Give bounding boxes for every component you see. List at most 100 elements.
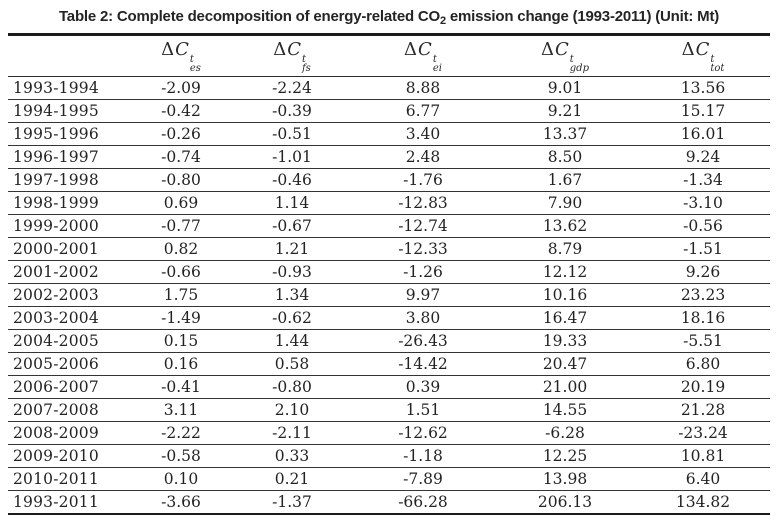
- period-cell: 2001-2002: [8, 260, 130, 284]
- caption-text-prefix: Table 2: Complete decomposition of energ…: [58, 8, 441, 25]
- table-row: 2010-2011 0.10 0.21 -7.89 13.98 6.40: [8, 467, 770, 491]
- period-cell: 2010-2011: [8, 467, 130, 491]
- value-cell: 13.98: [494, 467, 636, 491]
- table-row: 2000-2001 0.82 1.21 -12.33 8.79 -1.51: [8, 237, 770, 261]
- value-cell: 0.82: [130, 237, 232, 261]
- value-cell: 0.39: [352, 375, 494, 399]
- value-cell: 1.34: [232, 283, 352, 307]
- table-row: 2007-2008 3.11 2.10 1.51 14.55 21.28: [8, 398, 770, 422]
- value-cell: 9.24: [636, 145, 770, 169]
- value-cell: -3.66: [130, 490, 232, 514]
- value-cell: 13.62: [494, 214, 636, 238]
- value-cell: 1.44: [232, 329, 352, 353]
- period-cell: 1994-1995: [8, 99, 130, 123]
- value-cell: 10.81: [636, 444, 770, 468]
- value-cell: 6.80: [636, 352, 770, 376]
- table-row: 2004-2005 0.15 1.44 -26.43 19.33 -5.51: [8, 329, 770, 353]
- value-cell: -0.51: [232, 122, 352, 146]
- period-cell: 2008-2009: [8, 421, 130, 445]
- column-header-ei: ΔC t ei: [352, 34, 494, 77]
- value-cell: 0.15: [130, 329, 232, 353]
- value-cell: 12.12: [494, 260, 636, 284]
- value-cell: -66.28: [352, 490, 494, 514]
- table-row: 2002-2003 1.75 1.34 9.97 10.16 23.23: [8, 283, 770, 307]
- table-row: 2001-2002 -0.66 -0.93 -1.26 12.12 9.26: [8, 260, 770, 284]
- value-cell: -1.37: [232, 490, 352, 514]
- table-row: 2006-2007 -0.41 -0.80 0.39 21.00 20.19: [8, 375, 770, 399]
- value-cell: -0.56: [636, 214, 770, 238]
- value-cell: -2.24: [272, 79, 312, 97]
- value-cell: -2.11: [232, 421, 352, 445]
- value-cell: -0.93: [232, 260, 352, 284]
- period-cell: 2007-2008: [8, 398, 130, 422]
- value-cell: 1.67: [494, 168, 636, 192]
- value-cell: 0.69: [130, 191, 232, 215]
- value-cell: 3.40: [352, 122, 494, 146]
- table-row: 2008-2009 -2.22 -2.11 -12.62 -6.28 -23.24: [8, 421, 770, 445]
- period-cell: 2004-2005: [8, 329, 130, 353]
- period-cell: 1993-1994: [13, 79, 99, 97]
- value-cell: -0.80: [232, 375, 352, 399]
- value-cell: -2.22: [130, 421, 232, 445]
- math-symbol: ΔC t es: [161, 39, 201, 74]
- value-cell: 9.01: [547, 79, 583, 97]
- total-row: 1993-2011 -3.66 -1.37 -66.28 206.13 134.82: [8, 490, 770, 514]
- value-cell: -0.67: [232, 214, 352, 238]
- table-row: 1994-1995 -0.42 -0.39 6.77 9.21 15.17: [8, 99, 770, 123]
- decomposition-table: ΔC t es ΔC t fs ΔC t ei ΔC t gdp ΔC t tot 1993-1994 -2.…: [8, 33, 770, 515]
- value-cell: -3.10: [636, 191, 770, 215]
- period-cell: 2006-2007: [8, 375, 130, 399]
- column-header-gdp: ΔC t gdp: [494, 34, 636, 77]
- value-cell: 8.50: [494, 145, 636, 169]
- table-row: 1995-1996 -0.26 -0.51 3.40 13.37 16.01: [8, 122, 770, 146]
- value-cell: -0.39: [232, 99, 352, 123]
- value-cell: -0.66: [130, 260, 232, 284]
- period-cell: 2009-2010: [8, 444, 130, 468]
- table-body: 1993-1994 -2.09 -2.24 8.88 9.01 13.56 1994-199…: [8, 77, 770, 514]
- value-cell: 3.11: [130, 398, 232, 422]
- value-cell: 1.51: [352, 398, 494, 422]
- value-cell: 19.33: [494, 329, 636, 353]
- value-cell: -0.62: [232, 306, 352, 330]
- value-cell: 16.47: [494, 306, 636, 330]
- value-cell: 13.56: [680, 79, 726, 97]
- value-cell: 206.13: [494, 490, 636, 514]
- period-cell: 1996-1997: [8, 145, 130, 169]
- value-cell: 7.90: [494, 191, 636, 215]
- value-cell: -6.28: [494, 421, 636, 445]
- value-cell: -0.58: [130, 444, 232, 468]
- table-caption: Table 2: Complete decomposition of energ…: [8, 5, 770, 33]
- value-cell: -12.83: [352, 191, 494, 215]
- period-cell: 2003-2004: [8, 306, 130, 330]
- value-cell: 8.79: [494, 237, 636, 261]
- value-cell: -1.26: [352, 260, 494, 284]
- value-cell: 134.82: [636, 490, 770, 514]
- value-cell: 0.58: [232, 352, 352, 376]
- value-cell: 9.21: [494, 99, 636, 123]
- period-cell: 2002-2003: [8, 283, 130, 307]
- value-cell: 0.21: [232, 467, 352, 491]
- caption-text-suffix: emission change (1993-2011) (Unit: Mt): [445, 8, 720, 25]
- value-cell: -0.42: [130, 99, 232, 123]
- table-row: 1998-1999 0.69 1.14 -12.83 7.90 -3.10: [8, 191, 770, 215]
- header-corner-cell: [8, 34, 130, 77]
- table-row: 2009-2010 -0.58 0.33 -1.18 12.25 10.81: [8, 444, 770, 468]
- math-symbol: ΔC t ei: [404, 39, 442, 74]
- value-cell: -0.41: [130, 375, 232, 399]
- value-cell: 18.16: [636, 306, 770, 330]
- value-cell: 0.33: [232, 444, 352, 468]
- value-cell: 1.21: [232, 237, 352, 261]
- value-cell: -12.62: [352, 421, 494, 445]
- value-cell: 23.23: [636, 283, 770, 307]
- value-cell: -0.74: [130, 145, 232, 169]
- value-cell: 0.16: [130, 352, 232, 376]
- value-cell: -0.77: [130, 214, 232, 238]
- value-cell: -1.01: [232, 145, 352, 169]
- value-cell: 1.75: [130, 283, 232, 307]
- table-row: 1996-1997 -0.74 -1.01 2.48 8.50 9.24: [8, 145, 770, 169]
- value-cell: 8.88: [405, 79, 441, 97]
- value-cell: 20.19: [636, 375, 770, 399]
- value-cell: -0.46: [232, 168, 352, 192]
- header-row: ΔC t es ΔC t fs ΔC t ei ΔC t gdp ΔC t tot: [8, 34, 770, 77]
